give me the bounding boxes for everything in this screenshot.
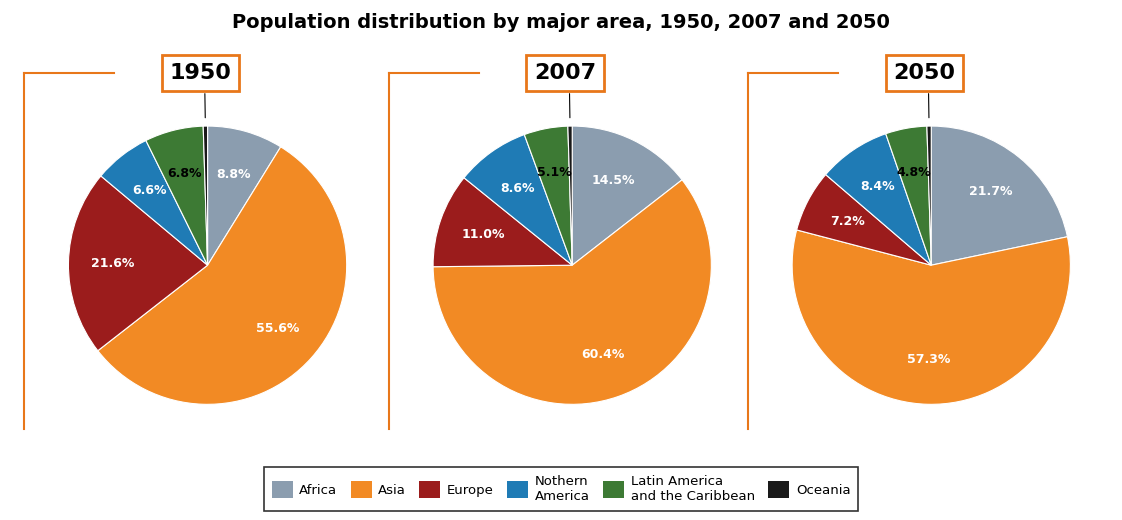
Wedge shape [885,126,931,265]
Text: 6.6%: 6.6% [131,185,166,198]
Text: 21.7%: 21.7% [969,185,1013,198]
Wedge shape [572,126,682,265]
Wedge shape [792,230,1070,405]
Wedge shape [927,126,931,265]
Text: 7.2%: 7.2% [830,215,865,228]
Wedge shape [68,176,208,350]
Text: 8.8%: 8.8% [217,167,250,180]
Wedge shape [146,126,208,265]
Text: 0.5%: 0.5% [911,75,946,118]
Wedge shape [826,134,931,265]
Text: 1950: 1950 [169,63,231,83]
Text: 14.5%: 14.5% [592,174,635,187]
Text: 4.8%: 4.8% [896,166,931,179]
Wedge shape [203,126,208,265]
Text: 21.6%: 21.6% [91,257,135,270]
Wedge shape [524,126,572,265]
Wedge shape [433,178,572,267]
Text: 5.1%: 5.1% [536,166,571,179]
Wedge shape [433,180,711,405]
Text: 0.5%: 0.5% [552,75,587,118]
Text: 2007: 2007 [534,63,596,83]
Text: 55.6%: 55.6% [256,322,300,335]
Wedge shape [797,175,931,265]
Wedge shape [208,126,280,265]
Wedge shape [465,135,572,265]
Wedge shape [101,140,208,265]
Text: 8.4%: 8.4% [861,180,895,193]
Wedge shape [568,126,572,265]
Text: 2050: 2050 [893,63,955,83]
Text: 11.0%: 11.0% [461,228,505,241]
Text: 57.3%: 57.3% [908,353,950,366]
Wedge shape [98,147,347,405]
Text: Population distribution by major area, 1950, 2007 and 2050: Population distribution by major area, 1… [232,13,890,32]
Legend: Africa, Asia, Europe, Nothern
America, Latin America
and the Caribbean, Oceania: Africa, Asia, Europe, Nothern America, L… [264,467,858,511]
Wedge shape [931,126,1067,265]
Text: 6.8%: 6.8% [167,167,202,180]
Text: 0.5%: 0.5% [187,75,222,118]
Text: 60.4%: 60.4% [581,348,625,361]
Text: 8.6%: 8.6% [500,182,534,195]
